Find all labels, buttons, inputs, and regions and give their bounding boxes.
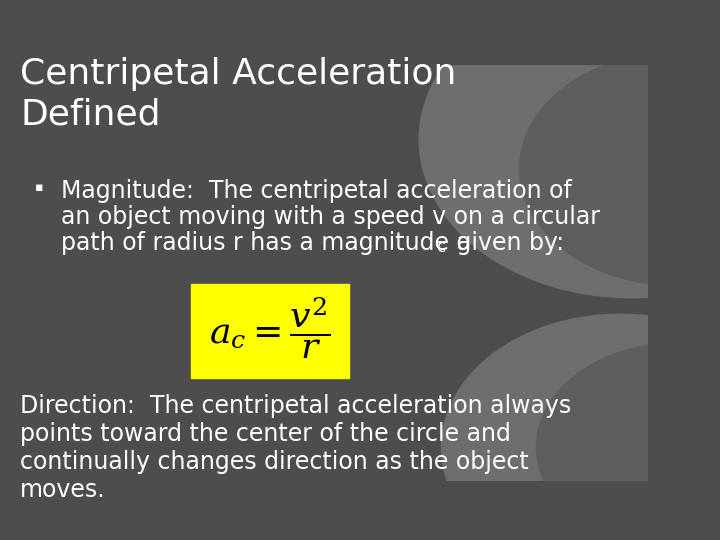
Text: points toward the center of the circle and: points toward the center of the circle a… [20,422,511,446]
Text: path of radius r has a magnitude a: path of radius r has a magnitude a [61,231,471,255]
Text: moves.: moves. [20,478,106,502]
Text: $a_c = \dfrac{v^2}{r}$: $a_c = \dfrac{v^2}{r}$ [210,295,330,361]
Text: c: c [436,238,446,255]
Text: Direction:  The centripetal acceleration always: Direction: The centripetal acceleration … [20,394,572,418]
Text: given by:: given by: [449,231,564,255]
Text: continually changes direction as the object: continually changes direction as the obj… [20,450,529,474]
Text: an object moving with a speed v on a circular: an object moving with a speed v on a cir… [61,205,600,229]
Text: Centripetal Acceleration: Centripetal Acceleration [20,57,456,91]
Circle shape [536,343,720,540]
Circle shape [441,314,720,540]
Circle shape [419,0,720,298]
Circle shape [520,52,720,285]
Text: Defined: Defined [20,97,161,131]
Text: ▪: ▪ [35,181,43,194]
Text: Magnitude:  The centripetal acceleration of: Magnitude: The centripetal acceleration … [61,179,572,203]
